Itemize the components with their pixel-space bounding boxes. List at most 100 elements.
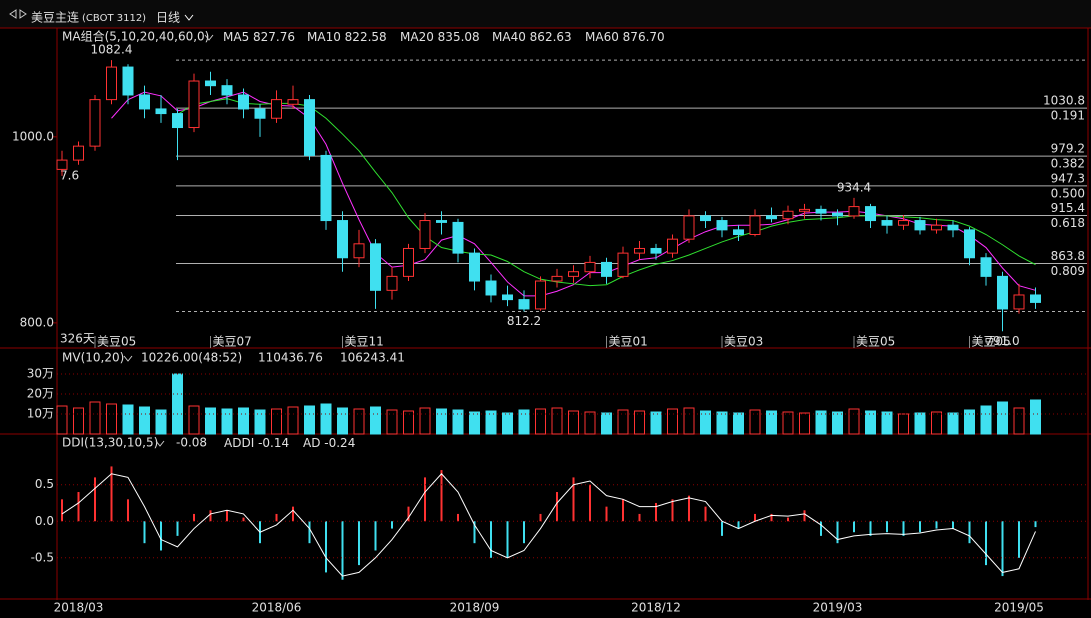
fib-value: 915.4 — [1051, 201, 1085, 215]
mv-title[interactable]: MV(10,20) — [62, 351, 124, 365]
fib-ratio: 0.500 — [1051, 186, 1085, 200]
volume-bar — [667, 408, 678, 435]
ddi-bar — [721, 521, 723, 536]
y-tick-label: 30万 — [27, 367, 54, 381]
volume-bar — [535, 408, 546, 435]
ma-line — [177, 98, 1036, 287]
volume-bar — [106, 403, 117, 435]
ddi-bar — [787, 517, 789, 522]
volume-bar — [419, 407, 431, 435]
switch-icon[interactable] — [9, 9, 27, 19]
period[interactable]: 日线 — [156, 11, 180, 25]
volume-bar — [221, 408, 233, 435]
mv-chevron[interactable] — [123, 355, 133, 362]
candle-body — [947, 224, 959, 231]
ma-legend: MA40 862.63 — [492, 30, 572, 44]
candle-body — [370, 243, 381, 291]
candle-body — [914, 220, 926, 231]
volume-bar — [205, 407, 216, 435]
candle-body — [73, 145, 84, 161]
fib-value: 863.8 — [1051, 249, 1085, 263]
candle-body — [452, 221, 464, 254]
volume-bar — [337, 407, 348, 435]
candle-body — [931, 224, 942, 231]
candle-body — [865, 206, 876, 222]
ddi-bar — [886, 521, 888, 533]
ddi-bar — [836, 521, 839, 544]
y-tick-label: 0.0 — [35, 514, 54, 528]
volume-bar — [980, 405, 992, 435]
fib-value: 947.3 — [1051, 171, 1085, 185]
fib-ratio: 0.382 — [1051, 157, 1085, 171]
ddi-bar — [1018, 521, 1020, 558]
volume-bar — [634, 410, 645, 435]
candle-body — [551, 275, 563, 282]
symbol[interactable]: 美豆主连 — [31, 10, 79, 25]
ma-name: MA20 — [400, 30, 434, 44]
ddi-bar — [605, 506, 608, 522]
ddi-value: -0.08 — [176, 436, 207, 450]
ddi-title[interactable]: DDI(13,30,10,5) — [62, 436, 158, 450]
ma-value: 835.08 — [438, 30, 480, 44]
ddi-bar — [226, 510, 228, 522]
mv-current: 10226.00(48:52) — [141, 351, 242, 365]
ddi-bar — [292, 506, 294, 522]
volume-bar — [749, 409, 761, 435]
candle-body — [238, 94, 249, 110]
ma-value: 876.70 — [623, 30, 665, 44]
candle-body — [221, 85, 233, 96]
ddi-bar — [176, 521, 179, 536]
addi-value: -0.14 — [258, 436, 289, 450]
ddi-bar — [275, 513, 278, 522]
ma-legend: MA10 822.58 — [307, 30, 387, 44]
extreme-label: 812.2 — [507, 314, 541, 328]
candle-body — [782, 210, 794, 220]
ma-name: MA60 — [585, 30, 619, 44]
fib-ratio: 0.809 — [1051, 264, 1085, 278]
volume-bar — [865, 410, 876, 435]
ma-value: 862.63 — [530, 30, 572, 44]
ddi-bar — [704, 506, 707, 522]
candle-body — [1013, 294, 1025, 310]
volume-bar — [353, 408, 365, 435]
volume-bar — [172, 373, 183, 435]
candle-body — [683, 215, 695, 240]
candle-body — [650, 247, 662, 254]
period-chevron[interactable] — [184, 14, 194, 21]
ddi-bar — [589, 484, 591, 522]
ma-name: MA5 — [223, 30, 249, 44]
candle-body — [403, 247, 414, 277]
candle-body — [188, 80, 200, 129]
ad-legend: AD -0.24 — [303, 436, 355, 450]
ddi-chevron[interactable] — [155, 440, 165, 447]
volume-bar — [848, 408, 860, 435]
cut-label: 7.6 — [60, 169, 79, 183]
ddi-bar — [94, 477, 96, 522]
volume-bar — [766, 410, 777, 435]
ddi-bar — [61, 499, 63, 522]
ma-legend: MA60 876.70 — [585, 30, 665, 44]
ma-value: 827.76 — [253, 30, 295, 44]
fib-ratio: 0.618 — [1051, 216, 1085, 230]
ddi-bar — [160, 521, 162, 551]
ma-line — [111, 91, 1036, 297]
x-tick-label: 2019/05 — [994, 601, 1044, 615]
ma-chevron[interactable] — [204, 34, 214, 41]
candle-body — [634, 247, 645, 254]
volume-bar — [997, 401, 1008, 435]
contract-label: 美豆01 — [609, 335, 648, 349]
ma-legend: MA5 827.76 — [223, 30, 295, 44]
ma-title[interactable]: MA组合(5,10,20,40,60,0) — [62, 29, 209, 44]
ddi-bar — [490, 521, 492, 558]
volume-bar — [436, 408, 447, 435]
candle-body — [535, 280, 546, 310]
candle-body — [155, 108, 167, 115]
candle-body — [997, 275, 1008, 310]
candle-body — [502, 294, 513, 301]
volume-bar — [89, 401, 101, 435]
contract-label: 美豆05 — [856, 335, 895, 349]
candle-body — [386, 275, 398, 291]
ddi-bar — [622, 499, 624, 522]
ddi-bar — [820, 521, 822, 536]
candle-body — [172, 113, 183, 129]
